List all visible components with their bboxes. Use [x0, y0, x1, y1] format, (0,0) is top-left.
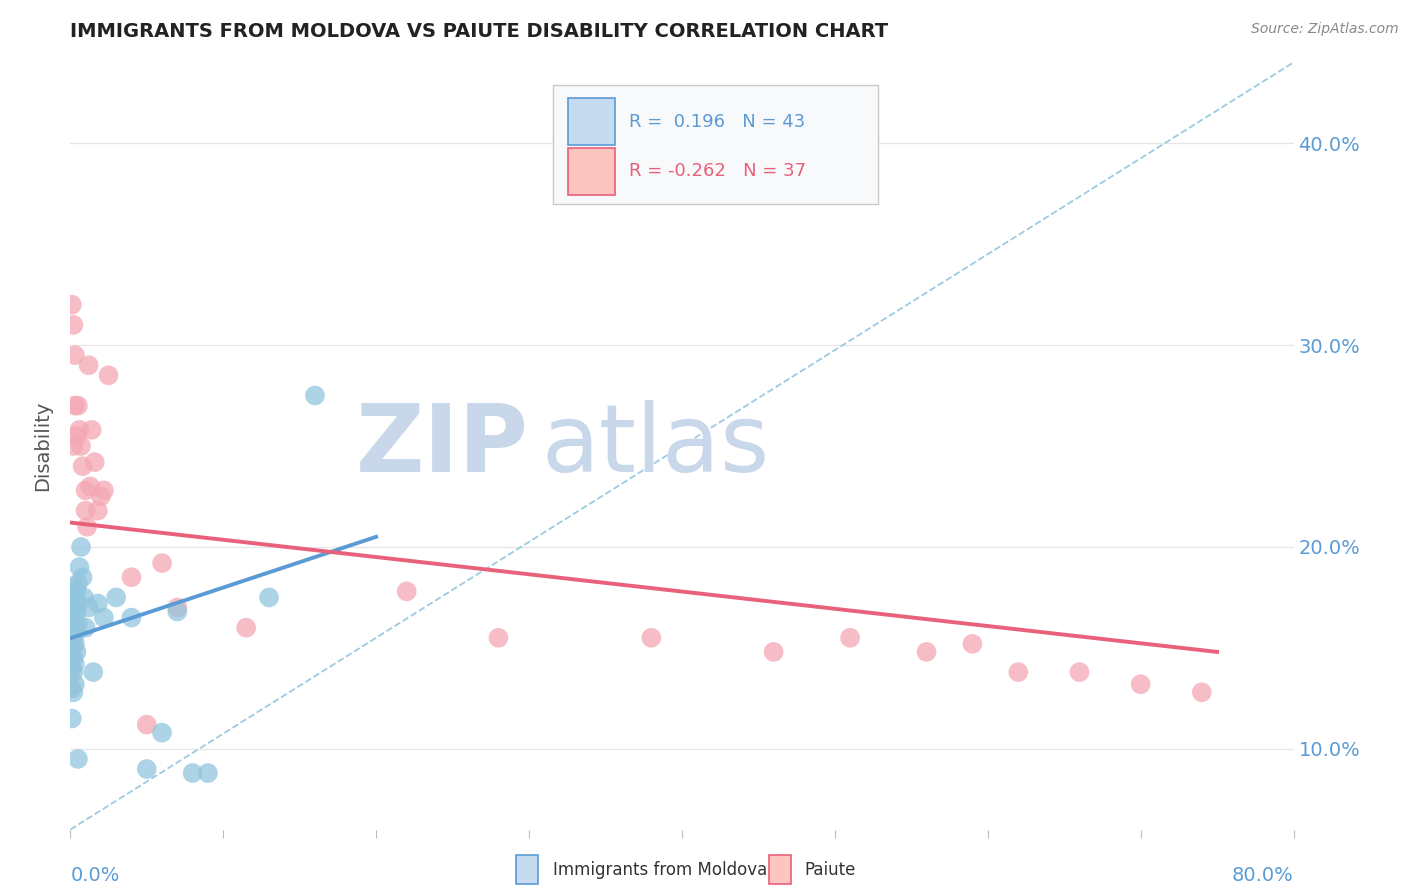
Text: atlas: atlas [541, 400, 769, 492]
Point [640, 631, 662, 645]
Point [60, 640, 83, 655]
Text: ZIP: ZIP [356, 400, 529, 492]
Point [63, 657, 86, 671]
Point [60, 661, 83, 675]
Point [66, 576, 89, 591]
Text: Disability: Disability [32, 401, 52, 491]
Point [66, 399, 89, 413]
Point [150, 725, 173, 739]
Point [121, 570, 143, 584]
Text: R =  0.196   N = 43: R = 0.196 N = 43 [630, 112, 806, 130]
Point [70, 439, 93, 453]
Point [82, 665, 104, 679]
Point [166, 600, 188, 615]
Point [62, 610, 84, 624]
Point [915, 645, 938, 659]
Text: Immigrants from Moldova: Immigrants from Moldova [553, 861, 766, 879]
Point [488, 631, 510, 645]
Point [121, 610, 143, 624]
Point [65, 624, 87, 639]
Point [69, 560, 91, 574]
Point [70, 540, 93, 554]
Point [60, 621, 83, 635]
Point [762, 645, 785, 659]
FancyBboxPatch shape [554, 86, 877, 204]
Point [1007, 665, 1029, 679]
Point [62, 591, 84, 605]
Point [80, 423, 103, 437]
Point [66, 597, 89, 611]
Point [65, 429, 87, 443]
Point [62, 318, 84, 332]
Point [1069, 665, 1091, 679]
Point [73, 591, 96, 605]
Point [63, 348, 86, 362]
Point [181, 766, 204, 780]
Point [166, 605, 188, 619]
Point [135, 717, 157, 731]
Point [90, 490, 112, 504]
Text: R = -0.262   N = 37: R = -0.262 N = 37 [630, 162, 807, 180]
Point [105, 591, 128, 605]
Point [75, 621, 97, 635]
Point [62, 665, 84, 679]
Point [87, 503, 110, 517]
Point [257, 591, 280, 605]
Point [395, 584, 418, 599]
Point [60, 712, 83, 726]
Point [83, 455, 105, 469]
Point [150, 556, 173, 570]
Point [62, 651, 84, 665]
Point [63, 621, 86, 635]
Point [65, 645, 87, 659]
Point [65, 584, 87, 599]
Point [63, 399, 86, 413]
Point [65, 605, 87, 619]
Point [1129, 677, 1152, 691]
Point [93, 483, 115, 498]
Point [135, 762, 157, 776]
Point [69, 423, 91, 437]
Point [93, 610, 115, 624]
Point [62, 439, 84, 453]
Bar [568, 98, 614, 145]
Point [66, 616, 89, 631]
Point [839, 631, 862, 645]
Text: IMMIGRANTS FROM MOLDOVA VS PAIUTE DISABILITY CORRELATION CHART: IMMIGRANTS FROM MOLDOVA VS PAIUTE DISABI… [70, 22, 889, 41]
Point [77, 358, 100, 372]
Point [63, 580, 86, 594]
Point [962, 637, 984, 651]
Point [197, 766, 219, 780]
Point [76, 520, 98, 534]
Point [63, 600, 86, 615]
Text: Source: ZipAtlas.com: Source: ZipAtlas.com [1251, 22, 1399, 37]
Point [72, 459, 94, 474]
Point [97, 368, 120, 383]
Point [79, 479, 101, 493]
Point [75, 503, 97, 517]
Point [60, 298, 83, 312]
Point [62, 631, 84, 645]
Point [63, 637, 86, 651]
Point [63, 677, 86, 691]
Point [77, 600, 100, 615]
Point [72, 570, 94, 584]
Point [62, 685, 84, 699]
Text: 0.0%: 0.0% [70, 866, 120, 885]
Text: Paiute: Paiute [804, 861, 856, 879]
Bar [568, 147, 614, 195]
Point [304, 388, 326, 402]
Text: 80.0%: 80.0% [1232, 866, 1294, 885]
Point [60, 681, 83, 696]
Point [1191, 685, 1213, 699]
Point [75, 483, 97, 498]
Point [235, 621, 257, 635]
Point [87, 597, 110, 611]
Point [66, 752, 89, 766]
